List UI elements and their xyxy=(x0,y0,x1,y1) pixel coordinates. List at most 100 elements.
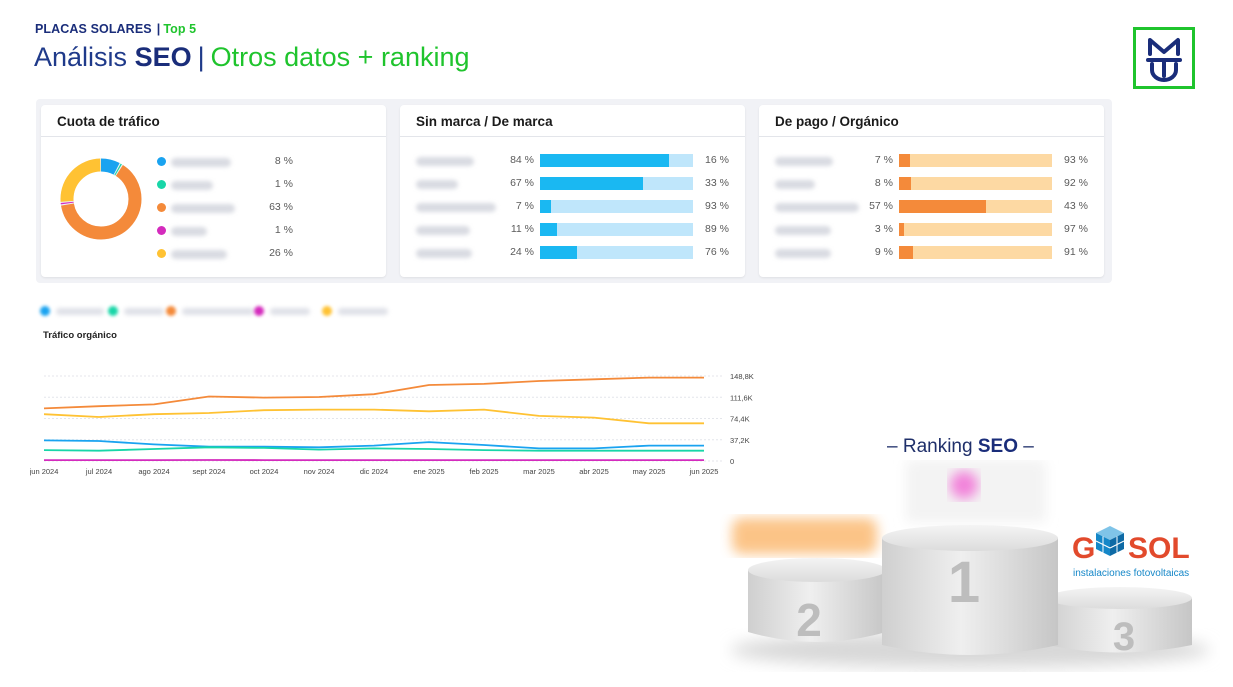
x-tick-label: feb 2025 xyxy=(469,467,498,476)
x-tick-label: oct 2024 xyxy=(250,467,279,476)
domain-name-redacted xyxy=(171,227,207,236)
x-tick-label: mar 2025 xyxy=(523,467,555,476)
brand-row: 67 % 33 % xyxy=(400,177,745,191)
brand-left-percent: 67 % xyxy=(510,177,534,189)
brand-left-percent: 7 % xyxy=(515,200,534,212)
first-place-logo-blurred xyxy=(950,471,978,499)
legend-label-redacted xyxy=(338,307,388,315)
x-tick-label: may 2025 xyxy=(633,467,666,476)
y-tick-label: 148,8K xyxy=(730,372,754,381)
brand-bar-fill xyxy=(540,200,551,213)
eyebrow-separator: | xyxy=(156,22,161,36)
domain-name-redacted xyxy=(775,180,815,189)
domain-name-redacted xyxy=(416,157,474,166)
brand-bar-track xyxy=(540,200,693,213)
brand-right-percent: 16 % xyxy=(705,154,729,166)
brand-right-percent: 89 % xyxy=(705,223,729,235)
legend-item xyxy=(108,305,164,317)
y-tick-label: 111,6K xyxy=(730,393,753,402)
x-tick-label: dic 2024 xyxy=(360,467,388,476)
paid-organic-card-title: De pago / Orgánico xyxy=(759,105,1104,137)
series-color-dot xyxy=(157,203,166,212)
x-tick-label: jul 2024 xyxy=(85,467,112,476)
series-color-dot xyxy=(157,157,166,166)
traffic-row: 1 % xyxy=(41,224,386,238)
mt-logo-icon xyxy=(1133,27,1195,89)
paid-right-percent: 93 % xyxy=(1064,154,1088,166)
brand-row: 11 % 89 % xyxy=(400,223,745,237)
page-title: Análisis SEO | Otros datos + ranking xyxy=(34,42,470,73)
domain-name-redacted xyxy=(416,203,496,212)
chart-legend xyxy=(40,305,388,319)
brand-row: 7 % 93 % xyxy=(400,200,745,214)
metrics-panel: Cuota de tráfico 8 % 1 % 63 % 1 % 26 % Sin m… xyxy=(36,99,1112,283)
ranking-title: – Ranking SEO – xyxy=(887,436,1034,458)
brand-bar-track xyxy=(540,177,693,190)
ranking-title-suffix: – xyxy=(1023,436,1034,457)
paid-row: 7 % 93 % xyxy=(759,154,1104,168)
traffic-row: 26 % xyxy=(41,247,386,261)
organic-traffic-chart: 0 37,2K 74,4K 111,6K 148,8K jun 2024 jul 2024 a… xyxy=(30,372,754,476)
domain-name-redacted xyxy=(171,204,235,213)
gesol-logo-g: G xyxy=(1072,532,1095,565)
brand-bar-track xyxy=(540,154,693,167)
eyebrow: PLACAS SOLARES | Top 5 xyxy=(35,22,196,36)
paid-bar-fill xyxy=(899,223,904,236)
series-color-dot xyxy=(157,226,166,235)
series-line xyxy=(43,446,704,452)
paid-left-percent: 9 % xyxy=(874,246,893,258)
x-tick-label: jun 2025 xyxy=(689,467,719,476)
traffic-percent: 8 % xyxy=(274,155,293,167)
legend-color-dot xyxy=(40,306,50,316)
traffic-row: 63 % xyxy=(41,201,386,215)
domain-name-redacted xyxy=(171,250,227,259)
brand-bar-fill xyxy=(540,246,577,259)
paid-left-percent: 3 % xyxy=(874,223,893,235)
title-separator: | xyxy=(197,42,205,72)
podium-number-3: 3 xyxy=(1113,615,1135,659)
legend-label-redacted xyxy=(270,307,310,315)
series-color-dot xyxy=(157,180,166,189)
paid-right-percent: 92 % xyxy=(1064,177,1088,189)
traffic-donut-chart xyxy=(60,158,142,240)
brand-right-percent: 33 % xyxy=(705,177,729,189)
paid-row: 9 % 91 % xyxy=(759,246,1104,260)
paid-bar-fill xyxy=(899,177,912,190)
x-tick-label: abr 2025 xyxy=(579,467,609,476)
y-tick-label: 37,2K xyxy=(730,436,750,445)
paid-bar-track xyxy=(899,223,1052,236)
y-tick-label: 0 xyxy=(730,457,734,466)
traffic-percent: 63 % xyxy=(269,201,293,213)
paid-bar-track xyxy=(899,154,1052,167)
x-tick-label: nov 2024 xyxy=(304,467,335,476)
eyebrow-brand: PLACAS SOLARES xyxy=(35,22,152,36)
paid-right-percent: 43 % xyxy=(1064,200,1088,212)
paid-left-percent: 8 % xyxy=(874,177,893,189)
podium-step-3 xyxy=(1048,598,1192,653)
podium-number-1: 1 xyxy=(948,550,980,615)
gesol-cube-icon xyxy=(1095,526,1125,556)
legend-color-dot xyxy=(108,306,118,316)
brand-bar-fill xyxy=(540,154,669,167)
domain-name-redacted xyxy=(171,181,213,190)
paid-left-percent: 7 % xyxy=(874,154,893,166)
x-tick-label: jun 2024 xyxy=(30,467,58,476)
podium-step-1 xyxy=(882,538,1058,655)
paid-bar-track xyxy=(899,200,1052,213)
title-bold: SEO xyxy=(134,42,192,72)
brand-bar-track xyxy=(540,246,693,259)
ranking-title-bold: SEO xyxy=(977,436,1018,457)
domain-name-redacted xyxy=(775,226,831,235)
legend-color-dot xyxy=(254,306,264,316)
traffic-percent: 26 % xyxy=(269,247,293,259)
domain-name-redacted xyxy=(416,226,470,235)
traffic-row: 8 % xyxy=(41,155,386,169)
paid-bar-fill xyxy=(899,200,987,213)
traffic-row: 1 % xyxy=(41,178,386,192)
brand-bar-fill xyxy=(540,223,557,236)
legend-label-redacted xyxy=(56,307,104,315)
series-color-dot xyxy=(157,249,166,258)
traffic-percent: 1 % xyxy=(274,224,293,236)
legend-item xyxy=(166,305,254,317)
brand-bar-track xyxy=(540,223,693,236)
